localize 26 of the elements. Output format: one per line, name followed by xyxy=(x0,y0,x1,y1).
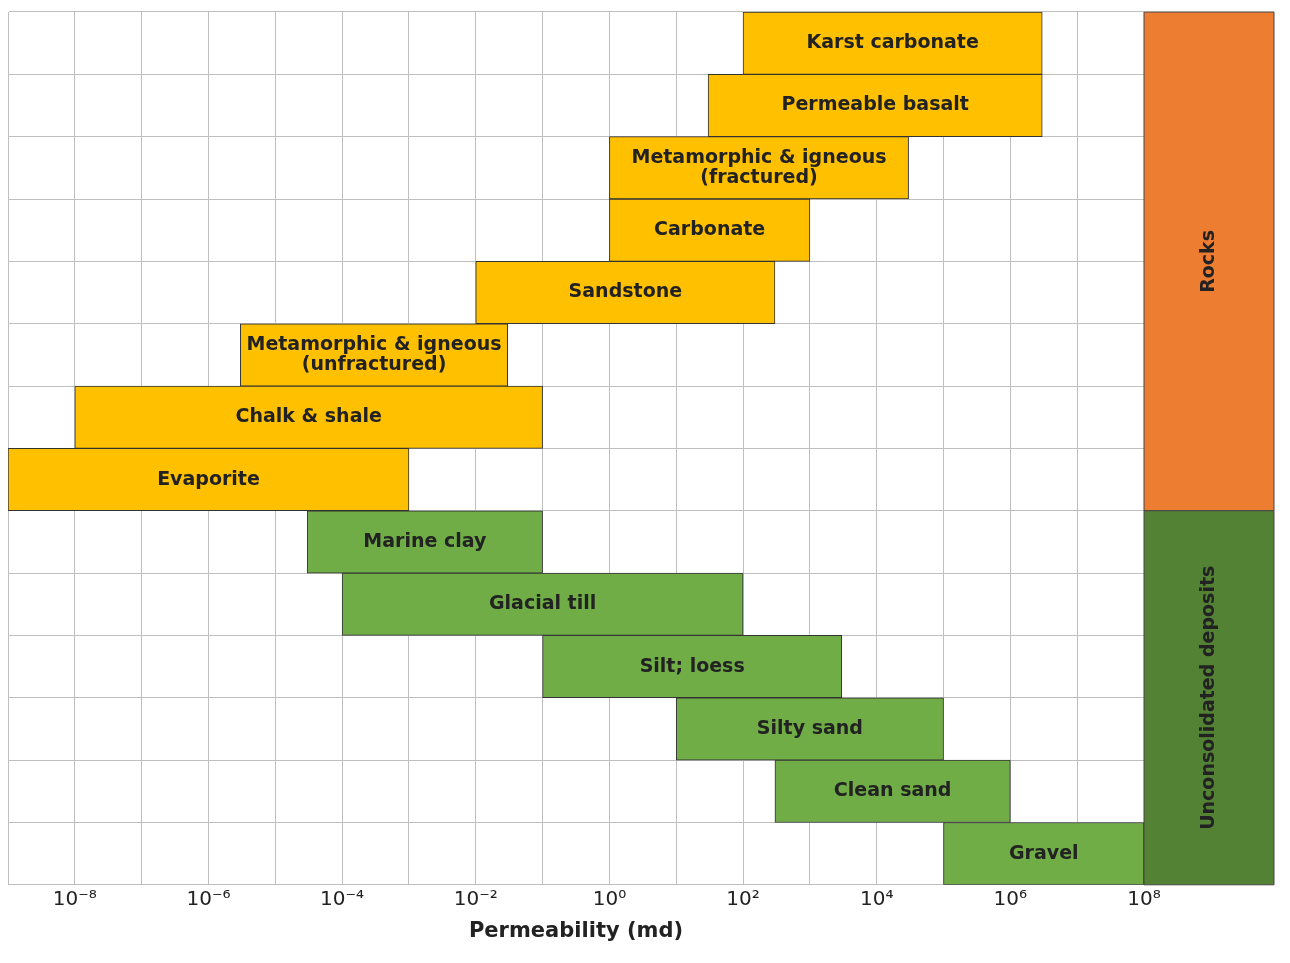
y-tick-label: Marine clay xyxy=(363,528,488,551)
text: Unconsolidated deposits xyxy=(1195,565,1218,830)
y-tick-label: Sandstone xyxy=(568,279,683,302)
x-axis-title: Permeability (md) xyxy=(468,917,684,942)
y-tick-label: Silt; loess xyxy=(639,653,745,676)
y-tick-label: Clean sand xyxy=(833,778,952,801)
y-tick-label: Silty sand xyxy=(756,715,863,738)
x-tick-label: 10⁰ xyxy=(592,886,627,910)
y-tick-label: Chalk & shale xyxy=(235,404,382,427)
y-tick-label: Evaporite xyxy=(157,466,260,489)
y-tick-label: Permeable basalt xyxy=(781,92,969,115)
x-tick-label: 10⁻⁶ xyxy=(186,886,231,910)
x-tick-label: 10⁻⁴ xyxy=(320,886,365,910)
x-tick-label: 10⁴ xyxy=(859,886,894,910)
y-tick-label: Glacial till xyxy=(488,591,597,614)
x-tick-label: 10⁸ xyxy=(1127,886,1161,910)
x-tick-label: 10⁶ xyxy=(993,886,1028,910)
x-tick-label: 10² xyxy=(726,886,760,910)
y-tick-label: Karst carbonate xyxy=(806,30,979,53)
y-tick-label: Carbonate xyxy=(654,217,766,240)
y-tick-label: Gravel xyxy=(1008,840,1079,863)
x-tick-label: 10⁻² xyxy=(453,886,498,910)
x-tick-label: 10⁻⁸ xyxy=(52,886,97,910)
y-tick-label: Metamorphic & igneous (unfractured) xyxy=(246,331,502,374)
text: Rocks xyxy=(1195,229,1218,293)
y-tick-label: Metamorphic & igneous (fractured) xyxy=(631,144,887,187)
